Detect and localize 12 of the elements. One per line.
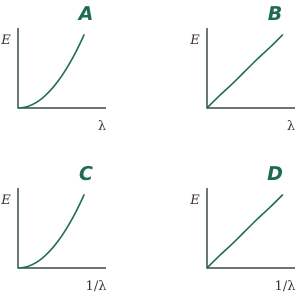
x-axis-title: λ (98, 119, 106, 134)
y-axis-title: E (0, 33, 12, 48)
chart-title: A (76, 3, 94, 25)
chart-title: D (267, 163, 283, 185)
x-axis-title: λ (286, 119, 296, 134)
y-axis-title: E (0, 193, 12, 208)
x-axis-title: 1/λ (86, 279, 106, 294)
y-axis-title: E (189, 193, 200, 208)
chart-title: C (79, 163, 94, 185)
chart-title: B (268, 3, 282, 25)
x-axis-title: 1/λ (274, 279, 296, 294)
y-axis-title: E (189, 33, 200, 48)
